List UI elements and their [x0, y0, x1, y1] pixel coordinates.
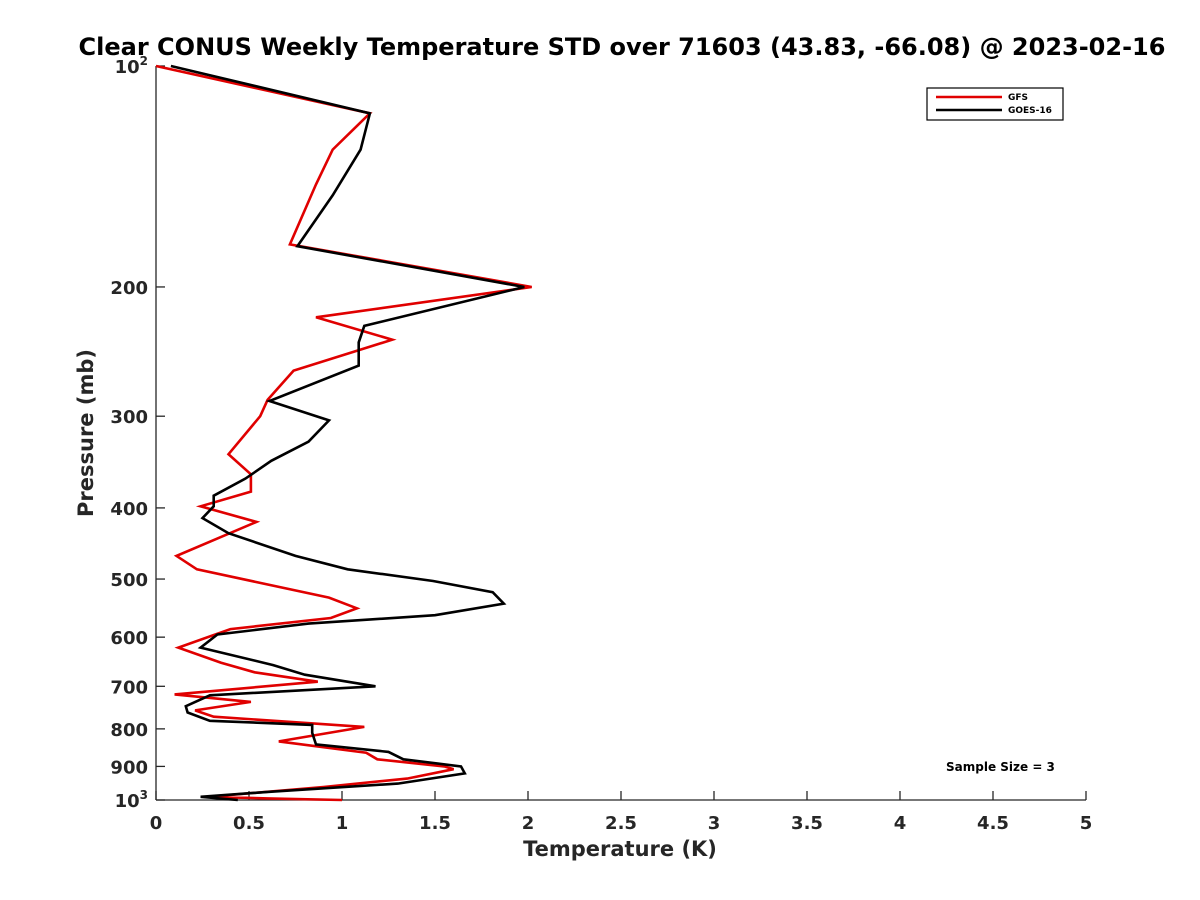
y-axis-label: Pressure (mb) — [74, 349, 98, 517]
y-axis-ticks: 102 200 300 400 500 600 700 800 900 103 — [110, 54, 165, 812]
y-tick-label: 700 — [110, 677, 148, 698]
x-tick-label: 0.5 — [233, 813, 265, 834]
x-tick-label: 0 — [150, 813, 163, 834]
series-line-goes-16 — [170, 64, 525, 802]
y-tick-label: 102 — [115, 54, 148, 78]
x-axis-label: Temperature (K) — [523, 837, 717, 861]
x-tick-label: 5 — [1080, 813, 1093, 834]
y-tick-label: 200 — [110, 278, 148, 299]
y-tick-label: 800 — [110, 720, 148, 741]
x-tick-label: 1.5 — [419, 813, 451, 834]
y-tick-label: 400 — [110, 499, 148, 520]
legend-label-gfs: GFS — [1008, 93, 1028, 103]
y-tick-label: 300 — [110, 407, 148, 428]
x-tick-label: 4.5 — [977, 813, 1009, 834]
y-tick-label: 900 — [110, 757, 148, 778]
sample-size-annotation: Sample Size = 3 — [946, 760, 1055, 774]
y-tick-label: 103 — [115, 788, 148, 812]
x-tick-label: 3 — [708, 813, 721, 834]
series-line-gfs — [155, 64, 532, 802]
y-tick-label: 600 — [110, 628, 148, 649]
x-tick-label: 1 — [336, 813, 349, 834]
x-tick-label: 3.5 — [791, 813, 823, 834]
legend: GFS GOES-16 — [926, 87, 1064, 121]
legend-label-goes-16: GOES-16 — [1008, 106, 1052, 116]
x-tick-label: 2.5 — [605, 813, 637, 834]
x-tick-label: 4 — [894, 813, 907, 834]
x-tick-label: 2 — [522, 813, 535, 834]
x-axis-ticks: 0 0.5 1 1.5 2 2.5 3 3.5 4 4.5 5 — [150, 791, 1093, 834]
chart-title: Clear CONUS Weekly Temperature STD over … — [79, 33, 1166, 61]
y-tick-label: 500 — [110, 570, 148, 591]
series-lines — [155, 64, 532, 802]
legend-box — [926, 87, 1064, 121]
